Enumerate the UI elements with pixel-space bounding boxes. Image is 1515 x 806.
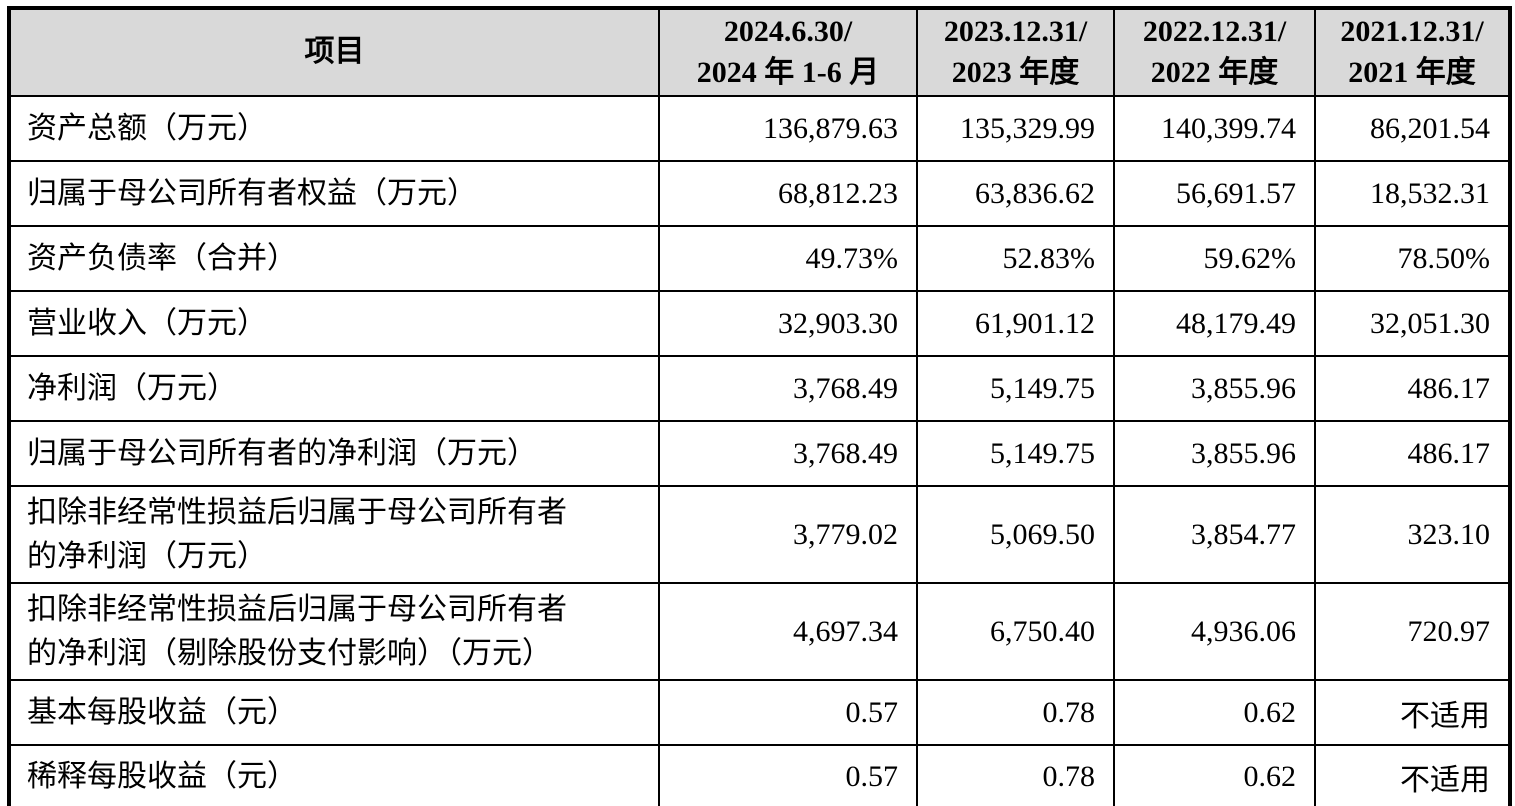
cell-value: 720.97 <box>1314 582 1511 681</box>
row-label-text: 营业收入（万元） <box>27 306 267 340</box>
header-period-line1: 2022.12.31/ <box>1142 15 1287 48</box>
row-label: 归属于母公司所有者的净利润（万元） <box>8 420 660 487</box>
cell-value: 135,329.99 <box>916 95 1115 162</box>
table-row-parent-net-profit: 归属于母公司所有者的净利润（万元） 3,768.49 5,149.75 3,85… <box>8 420 1511 487</box>
cell-value: 486.17 <box>1314 420 1511 487</box>
header-period-line2: 2022 年度 <box>1150 55 1279 89</box>
row-label: 资产负债率（合并） <box>8 225 660 292</box>
cell-value: 5,149.75 <box>916 420 1115 487</box>
cell-value: 0.57 <box>658 744 918 806</box>
cell-value: 48,179.49 <box>1113 290 1316 357</box>
table-row-deducted-net-profit: 扣除非经常性损益后归属于母公司所有者 的净利润（万元） 3,779.02 5,0… <box>8 485 1511 584</box>
row-label-text: 归属于母公司所有者权益（万元） <box>27 176 477 210</box>
table-row-net-profit: 净利润（万元） 3,768.49 5,149.75 3,855.96 486.1… <box>8 355 1511 422</box>
cell-value: 0.57 <box>658 679 918 746</box>
cell-value: 4,936.06 <box>1113 582 1316 681</box>
cell-value: 486.17 <box>1314 355 1511 422</box>
row-label: 稀释每股收益（元） <box>8 744 660 806</box>
row-label-text: 扣除非经常性损益后归属于母公司所有者 <box>27 496 567 529</box>
row-label-text: 稀释每股收益（元） <box>27 760 297 794</box>
cell-value: 86,201.54 <box>1314 95 1511 162</box>
cell-value: 0.62 <box>1113 744 1316 806</box>
table-row-basic-eps: 基本每股收益（元） 0.57 0.78 0.62 不适用 <box>8 679 1511 746</box>
header-period-line2: 2021 年度 <box>1348 55 1476 89</box>
row-label: 扣除非经常性损益后归属于母公司所有者 的净利润（万元） <box>8 485 660 584</box>
cell-value: 0.78 <box>916 679 1115 746</box>
cell-value: 18,532.31 <box>1314 160 1511 227</box>
header-period-2022: 2022.12.31/ 2022 年度 <box>1113 7 1316 97</box>
header-period-line2: 2023 年度 <box>951 55 1080 89</box>
cell-value: 5,069.50 <box>916 485 1115 584</box>
cell-value: 3,768.49 <box>658 355 918 422</box>
table-row-deducted-net-profit-ex-share-payment: 扣除非经常性损益后归属于母公司所有者 的净利润（剔除股份支付影响）（万元） 4,… <box>8 582 1511 681</box>
cell-value: 3,855.96 <box>1113 420 1316 487</box>
cell-value: 140,399.74 <box>1113 95 1316 162</box>
cell-value: 68,812.23 <box>658 160 918 227</box>
cell-value: 3,855.96 <box>1113 355 1316 422</box>
row-label-text: 资产负债率（合并） <box>27 241 297 275</box>
header-item-column: 项目 <box>8 7 660 97</box>
row-label-text-line2: 的净利润（万元） <box>27 539 267 573</box>
cell-value: 78.50% <box>1314 225 1511 292</box>
table-row-operating-revenue: 营业收入（万元） 32,903.30 61,901.12 48,179.49 3… <box>8 290 1511 357</box>
header-period-line1: 2023.12.31/ <box>943 15 1088 48</box>
cell-value: 3,854.77 <box>1113 485 1316 584</box>
row-label: 扣除非经常性损益后归属于母公司所有者 的净利润（剔除股份支付影响）（万元） <box>8 582 660 681</box>
cell-value: 61,901.12 <box>916 290 1115 357</box>
header-period-line1: 2024.6.30/ <box>723 15 853 48</box>
row-label: 营业收入（万元） <box>8 290 660 357</box>
header-period-2024h1: 2024.6.30/ 2024 年 1-6 月 <box>658 7 918 97</box>
cell-value: 0.62 <box>1113 679 1316 746</box>
cell-value: 6,750.40 <box>916 582 1115 681</box>
row-label-text-line2: 的净利润（剔除股份支付影响）（万元） <box>27 636 552 670</box>
row-label-text: 基本每股收益（元） <box>27 695 297 729</box>
cell-value: 3,768.49 <box>658 420 918 487</box>
cell-value: 5,149.75 <box>916 355 1115 422</box>
cell-value: 63,836.62 <box>916 160 1115 227</box>
header-period-line2: 2024 年 1-6 月 <box>696 55 880 89</box>
cell-value: 32,903.30 <box>658 290 918 357</box>
financial-summary-table: 项目 2024.6.30/ 2024 年 1-6 月 2023.12.31/ 2… <box>7 6 1512 806</box>
header-period-line1: 2021.12.31/ <box>1340 15 1484 48</box>
row-label-text: 扣除非经常性损益后归属于母公司所有者 <box>27 593 567 626</box>
row-label: 归属于母公司所有者权益（万元） <box>8 160 660 227</box>
cell-value: 不适用 <box>1314 744 1511 806</box>
cell-value: 59.62% <box>1113 225 1316 292</box>
row-label: 基本每股收益（元） <box>8 679 660 746</box>
cell-value: 32,051.30 <box>1314 290 1511 357</box>
row-label: 净利润（万元） <box>8 355 660 422</box>
table-row-diluted-eps: 稀释每股收益（元） 0.57 0.78 0.62 不适用 <box>8 744 1511 806</box>
row-label: 资产总额（万元） <box>8 95 660 162</box>
cell-value: 4,697.34 <box>658 582 918 681</box>
table-row-parent-equity: 归属于母公司所有者权益（万元） 68,812.23 63,836.62 56,6… <box>8 160 1511 227</box>
cell-value: 0.78 <box>916 744 1115 806</box>
cell-value: 136,879.63 <box>658 95 918 162</box>
table-row-total-assets: 资产总额（万元） 136,879.63 135,329.99 140,399.7… <box>8 95 1511 162</box>
table-row-debt-ratio: 资产负债率（合并） 49.73% 52.83% 59.62% 78.50% <box>8 225 1511 292</box>
row-label-text: 归属于母公司所有者的净利润（万元） <box>27 436 537 470</box>
cell-value: 56,691.57 <box>1113 160 1316 227</box>
header-period-2023: 2023.12.31/ 2023 年度 <box>916 7 1115 97</box>
row-label-text: 资产总额（万元） <box>27 111 267 145</box>
cell-value: 3,779.02 <box>658 485 918 584</box>
row-label-text: 净利润（万元） <box>27 371 237 405</box>
header-period-2021: 2021.12.31/ 2021 年度 <box>1314 7 1511 97</box>
cell-value: 52.83% <box>916 225 1115 292</box>
cell-value: 323.10 <box>1314 485 1511 584</box>
cell-value: 49.73% <box>658 225 918 292</box>
table-header-row: 项目 2024.6.30/ 2024 年 1-6 月 2023.12.31/ 2… <box>8 7 1511 97</box>
cell-value: 不适用 <box>1314 679 1511 746</box>
